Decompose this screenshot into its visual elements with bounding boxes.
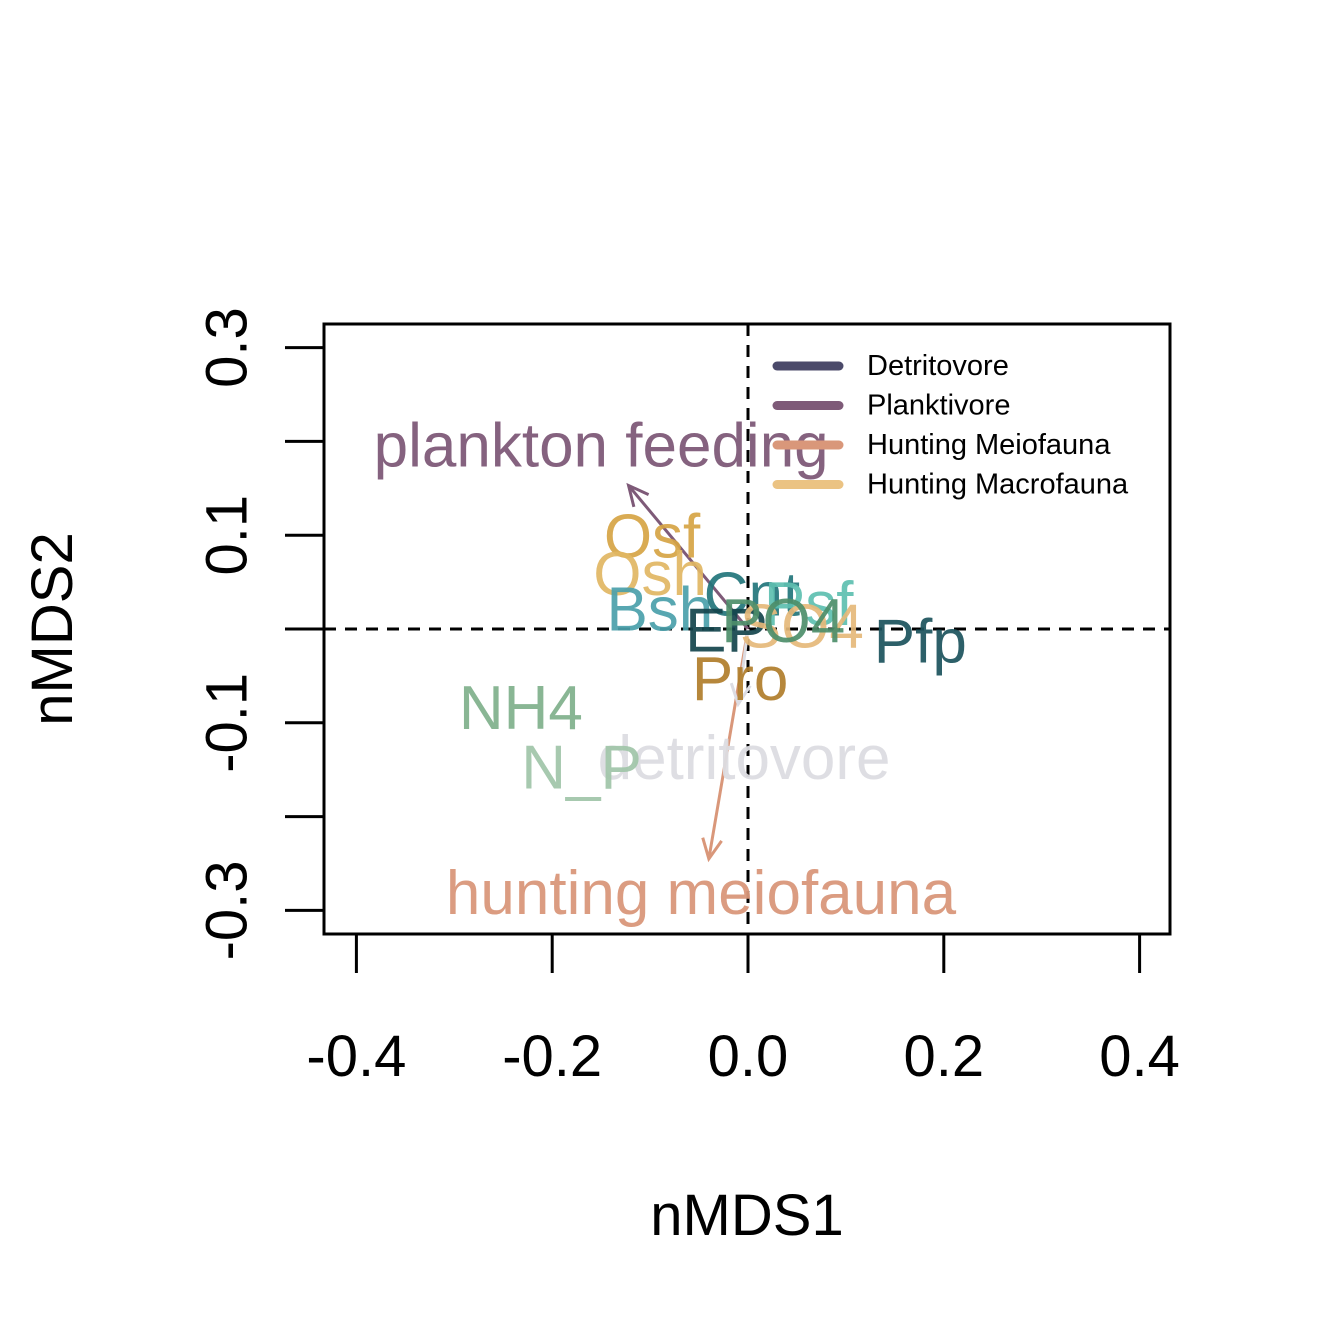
y-tick-label: 0.1: [194, 495, 259, 576]
point-label-cnt: Cnt: [704, 561, 800, 630]
y-tick-label: -0.1: [194, 673, 259, 773]
point-label-n_p: N_P: [521, 733, 642, 802]
point-label-bsh: Bsh: [606, 576, 713, 645]
x-tick-label: -0.2: [502, 1024, 602, 1089]
vector-label-1: hunting meiofauna: [446, 859, 957, 928]
y-tick-label: -0.3: [194, 860, 259, 960]
vector-arrow-1: [707, 628, 750, 860]
x-tick-label: 0.2: [903, 1024, 984, 1089]
x-tick-label: -0.4: [306, 1024, 406, 1089]
vector-arrowhead-2: [729, 682, 752, 708]
point-label-po4: PO4: [721, 587, 845, 656]
vector-label-2: detritovore: [598, 724, 891, 793]
x-tick-label: 0.4: [1099, 1024, 1180, 1089]
point-label-osh: Osh: [593, 540, 707, 609]
point-label-psf: Psf: [764, 570, 854, 639]
vector-arrow-0: [627, 484, 750, 630]
vectors: plankton feeding hunting meiofauna detrito…: [374, 412, 957, 928]
point-label-so4: SO4: [740, 593, 864, 662]
x-axis-label: nMDS1: [650, 1183, 843, 1248]
vector-arrowhead-0: [626, 482, 650, 508]
vector-arrow-2: [736, 628, 750, 705]
legend-label-1: Planktivore: [867, 390, 1010, 422]
legend-label-3: Hunting Macrofauna: [867, 469, 1129, 501]
y-axis-label: nMDS2: [20, 532, 85, 725]
point-label-ep: EP: [685, 596, 768, 665]
point-label-pro: Pro: [692, 645, 788, 714]
legend: Detritovore Planktivore Hunting Meiofauna H…: [772, 350, 1129, 501]
legend-label-2: Hunting Meiofauna: [867, 429, 1111, 461]
point-label-osf: Osf: [604, 503, 701, 572]
x-tick-label: 0.0: [708, 1024, 789, 1089]
vector-arrowhead-1: [701, 837, 723, 863]
y-tick-label: 0.3: [194, 307, 259, 388]
point-label-pfp: Pfp: [874, 608, 967, 677]
vector-label-0: plankton feeding: [374, 412, 829, 481]
legend-label-0: Detritovore: [867, 350, 1009, 382]
point-label-nh4: NH4: [459, 674, 583, 743]
